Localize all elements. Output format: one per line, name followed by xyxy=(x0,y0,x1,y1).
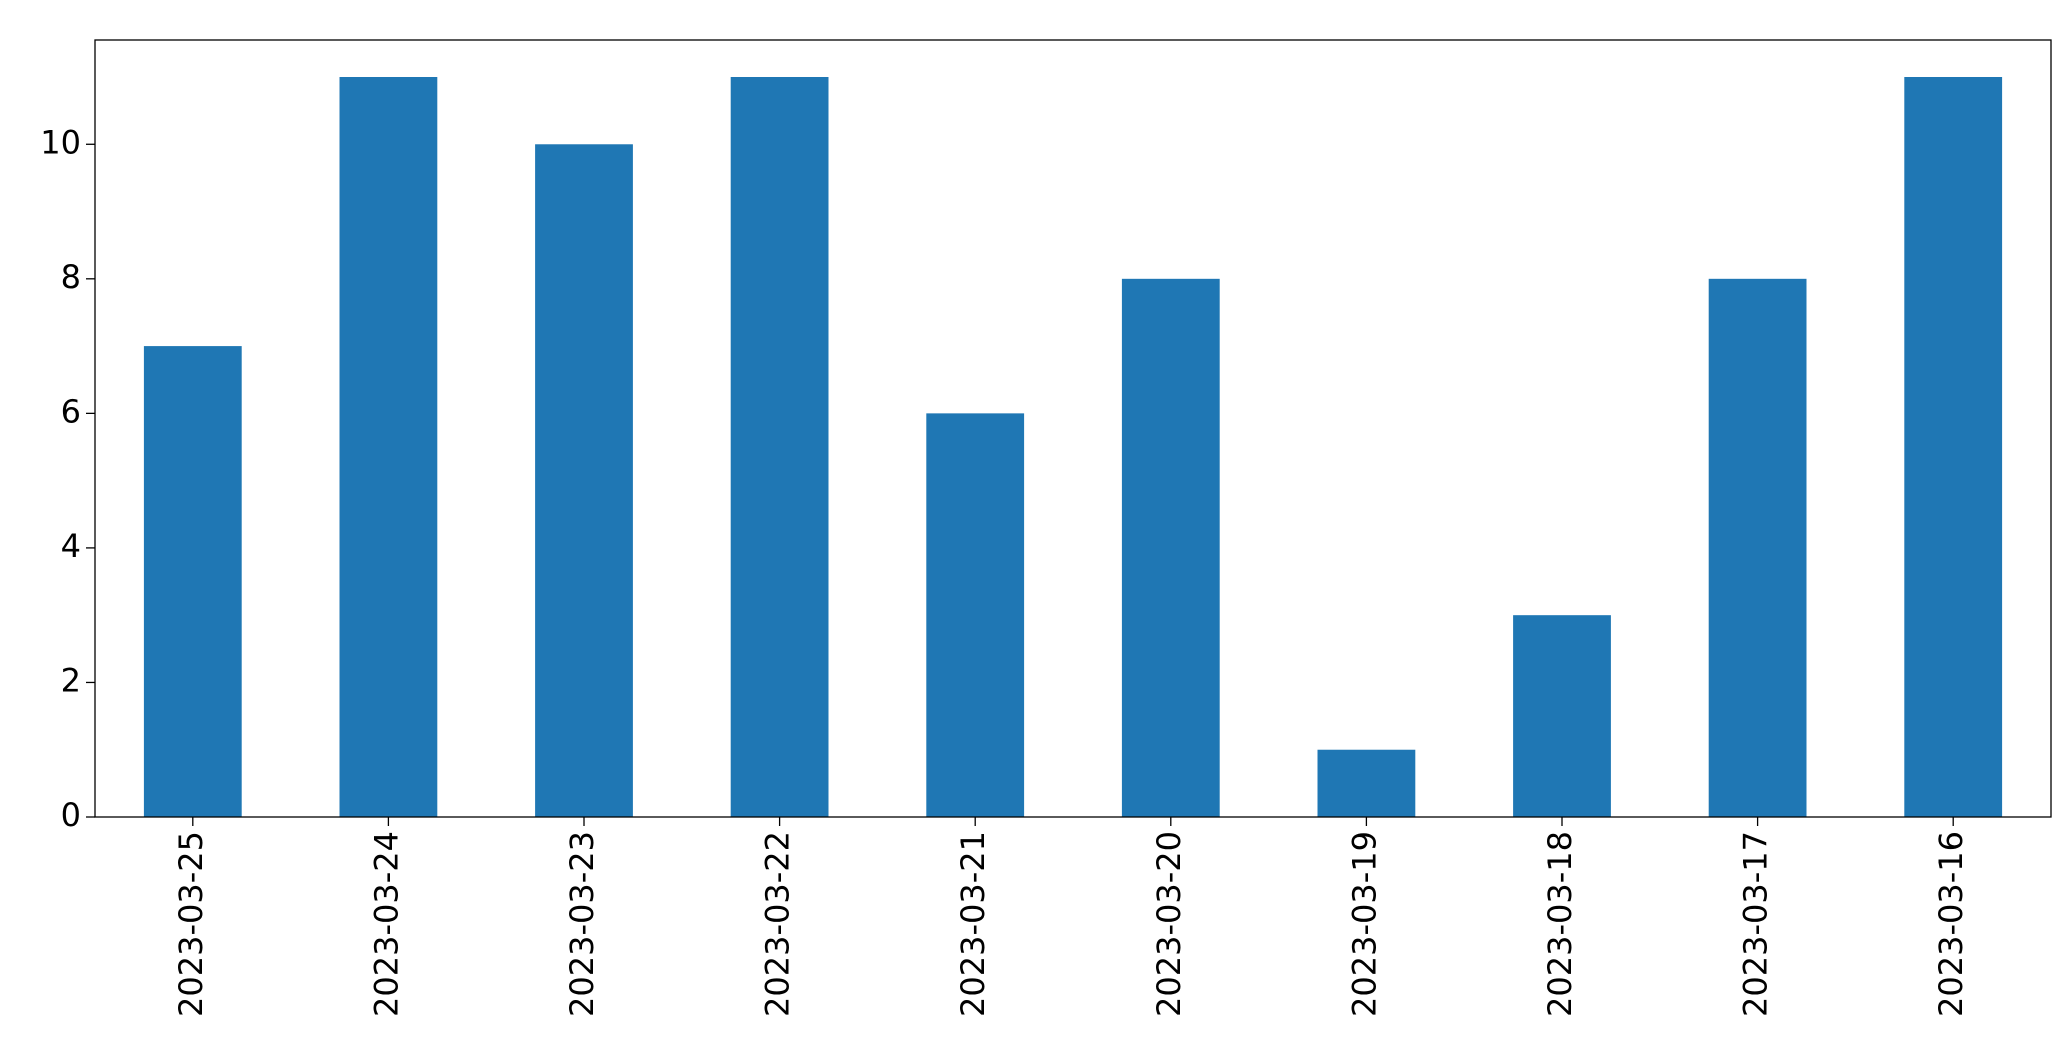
bar xyxy=(339,77,438,817)
bar xyxy=(1904,77,2003,817)
bar xyxy=(1121,278,1220,817)
bar xyxy=(143,346,242,817)
x-tick-label: 2023-03-22 xyxy=(759,831,797,1017)
y-tick-label: 8 xyxy=(61,258,81,296)
bar xyxy=(926,413,1025,817)
x-tick-label: 2023-03-17 xyxy=(1737,831,1775,1017)
bar xyxy=(1317,749,1416,817)
bar xyxy=(1513,615,1611,817)
x-tick-label: 2023-03-19 xyxy=(1345,831,1383,1017)
x-tick-label: 2023-03-20 xyxy=(1150,831,1188,1017)
x-tick-label: 2023-03-18 xyxy=(1541,831,1579,1017)
y-tick-label: 0 xyxy=(61,796,81,834)
x-tick-label: 2023-03-23 xyxy=(563,831,601,1017)
x-tick-label: 2023-03-24 xyxy=(367,831,405,1017)
y-tick-label: 10 xyxy=(40,123,81,161)
y-tick-label: 6 xyxy=(61,392,81,430)
x-tick-label: 2023-03-25 xyxy=(172,831,210,1017)
y-tick-label: 4 xyxy=(61,527,81,565)
y-tick-label: 2 xyxy=(61,661,81,699)
bar xyxy=(730,77,829,817)
plot-frame xyxy=(94,39,2052,818)
x-tick-label: 2023-03-21 xyxy=(954,831,992,1017)
bar xyxy=(535,144,633,818)
x-tick-label: 2023-03-16 xyxy=(1932,831,1970,1017)
bar xyxy=(1708,278,1807,817)
